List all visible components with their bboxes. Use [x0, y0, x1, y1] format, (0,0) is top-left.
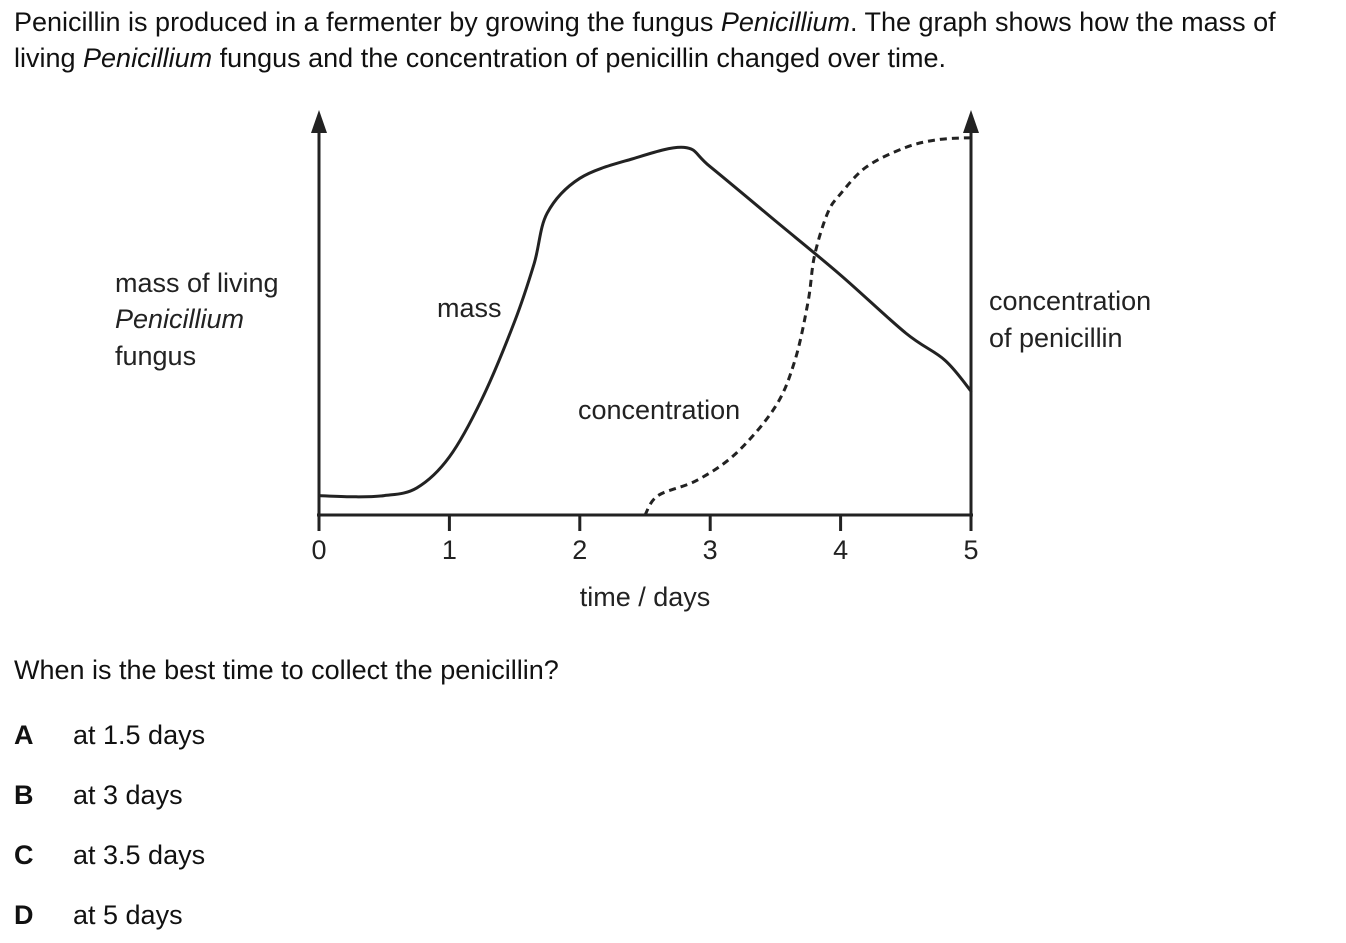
x-tick-label-1: 1	[442, 535, 457, 565]
intro-italic-2: Penicillium	[83, 43, 213, 73]
option-a-text: at 1.5 days	[73, 720, 206, 750]
concentration-curve-label: concentration	[578, 395, 740, 425]
x-tick-label-4: 4	[833, 535, 848, 565]
right-y-label-line2: of penicillin	[989, 323, 1123, 353]
x-tick-label-3: 3	[703, 535, 718, 565]
mass-curve-label: mass	[437, 293, 502, 323]
left-y-label-line2: Penicillium	[115, 304, 244, 334]
option-c-text: at 3.5 days	[73, 840, 206, 870]
option-b-letter: B	[14, 780, 34, 810]
left-y-label-line3: fungus	[115, 341, 196, 371]
left-y-label-line1: mass of living	[115, 268, 279, 298]
x-tick-labels: 0 1 2 3 4 5	[311, 535, 978, 565]
intro-italic-1: Penicillium	[720, 7, 850, 37]
mass-curve	[317, 145, 973, 499]
left-axis-arrow	[311, 110, 327, 133]
x-tick-label-5: 5	[963, 535, 978, 565]
intro-part-1: Penicillin is produced in a fermenter by…	[14, 7, 721, 37]
intro-part-3: fungus and the concentration of penicill…	[212, 43, 947, 73]
concentration-curve	[643, 136, 972, 516]
intro-part-2: . The graph shows how the mass of living	[14, 7, 1276, 73]
x-tick-label-0: 0	[311, 535, 326, 565]
option-a-letter: A	[14, 720, 34, 750]
x-tick-label-2: 2	[572, 535, 587, 565]
option-d-text: at 5 days	[73, 900, 183, 930]
option-d-letter: D	[14, 900, 34, 930]
option-b-text: at 3 days	[73, 780, 183, 810]
x-ticks	[317, 515, 973, 531]
penicillin-graph: 0 1 2 3 4 5 time / days mass of living Penici…	[115, 110, 1151, 612]
option-c-letter: C	[14, 840, 34, 870]
right-axis-arrow	[963, 110, 979, 133]
intro-text: Penicillin is produced in a fermenter by…	[14, 4, 1339, 76]
x-axis-label: time / days	[580, 582, 711, 612]
question-text: When is the best time to collect the pen…	[14, 655, 559, 685]
right-y-label-line1: concentration	[989, 286, 1151, 316]
